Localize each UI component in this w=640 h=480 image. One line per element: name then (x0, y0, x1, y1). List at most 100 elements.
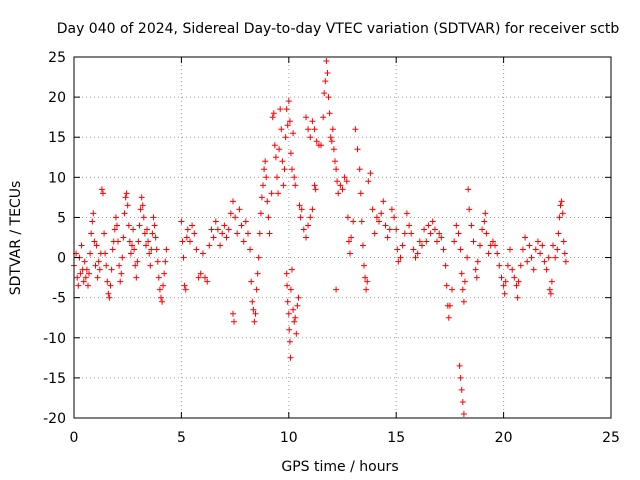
data-point (546, 286, 553, 293)
data-point (554, 246, 561, 253)
data-point (255, 254, 262, 261)
data-point (341, 174, 348, 181)
data-point (126, 238, 133, 245)
data-point (242, 218, 249, 225)
data-point (280, 182, 287, 189)
data-point (445, 314, 452, 321)
data-point (100, 190, 106, 197)
data-point (391, 214, 398, 221)
data-point (268, 190, 275, 197)
data-point (94, 274, 101, 281)
data-point (528, 254, 535, 261)
data-point (403, 210, 410, 217)
data-point (114, 222, 120, 229)
data-point (119, 254, 126, 261)
data-point (286, 118, 293, 125)
data-point (123, 190, 130, 197)
data-point (179, 238, 186, 245)
data-point (147, 262, 154, 269)
data-point (154, 258, 161, 265)
data-point (339, 186, 346, 193)
y-tick-label: 5 (57, 210, 66, 226)
data-point (332, 158, 338, 165)
data-point (459, 399, 466, 405)
data-point (320, 114, 327, 121)
data-point (300, 226, 307, 233)
data-point (313, 138, 320, 145)
chart-title: Day 040 of 2024, Sidereal Day-to-day VTE… (57, 21, 620, 37)
data-point (82, 274, 89, 281)
data-point (507, 246, 513, 253)
data-points (71, 58, 569, 417)
data-point (555, 230, 562, 237)
data-point (550, 242, 556, 249)
y-tick-label: 20 (48, 90, 66, 106)
data-point (461, 278, 468, 285)
plot-frame (73, 56, 612, 419)
x-tick-label: 10 (280, 430, 298, 446)
data-point (307, 214, 314, 221)
data-point (278, 126, 285, 133)
data-point (105, 290, 112, 297)
data-point (347, 250, 353, 257)
data-point (152, 234, 159, 241)
data-point (127, 250, 134, 257)
data-point (276, 146, 283, 153)
data-point (146, 250, 153, 257)
data-point (89, 218, 96, 225)
data-point (81, 258, 88, 265)
data-point (80, 278, 87, 285)
y-tick-label: -10 (43, 331, 66, 347)
data-point (436, 230, 443, 237)
data-point (421, 226, 428, 233)
data-point (151, 222, 158, 229)
data-point (458, 386, 465, 393)
data-point (290, 306, 297, 313)
data-point (92, 262, 99, 269)
data-point (158, 294, 164, 301)
data-point (492, 242, 498, 249)
data-point (406, 222, 413, 229)
data-point (457, 246, 464, 253)
y-tick-label: 0 (57, 251, 66, 267)
data-point (386, 226, 393, 233)
data-point (365, 178, 372, 185)
data-point (562, 258, 569, 265)
data-point (399, 242, 406, 249)
data-point (297, 214, 304, 221)
x-tick-label: 25 (602, 430, 620, 446)
data-point (327, 134, 334, 141)
data-point (311, 126, 318, 133)
data-point (143, 242, 149, 249)
data-point (359, 242, 366, 249)
data-point (394, 246, 401, 253)
data-point (191, 230, 198, 237)
data-point (455, 230, 462, 237)
data-point (500, 282, 507, 289)
data-point (281, 166, 288, 173)
data-point (309, 118, 316, 125)
data-point (245, 230, 251, 237)
data-point (294, 302, 301, 309)
data-point (103, 262, 110, 269)
data-point (125, 222, 132, 229)
data-point (182, 286, 189, 293)
data-point (350, 218, 357, 225)
data-point (163, 246, 170, 253)
data-point (376, 218, 382, 225)
data-point (266, 230, 273, 237)
y-tick-label: 15 (48, 130, 66, 146)
data-point (504, 262, 511, 269)
data-point (502, 278, 509, 285)
data-point (156, 286, 163, 293)
data-point (254, 270, 261, 277)
data-point (556, 214, 563, 221)
data-point (107, 282, 114, 289)
data-point (408, 230, 415, 237)
data-point (180, 254, 187, 261)
data-point (208, 226, 215, 233)
data-point (343, 178, 350, 185)
data-point (238, 222, 245, 229)
data-point (305, 222, 312, 229)
